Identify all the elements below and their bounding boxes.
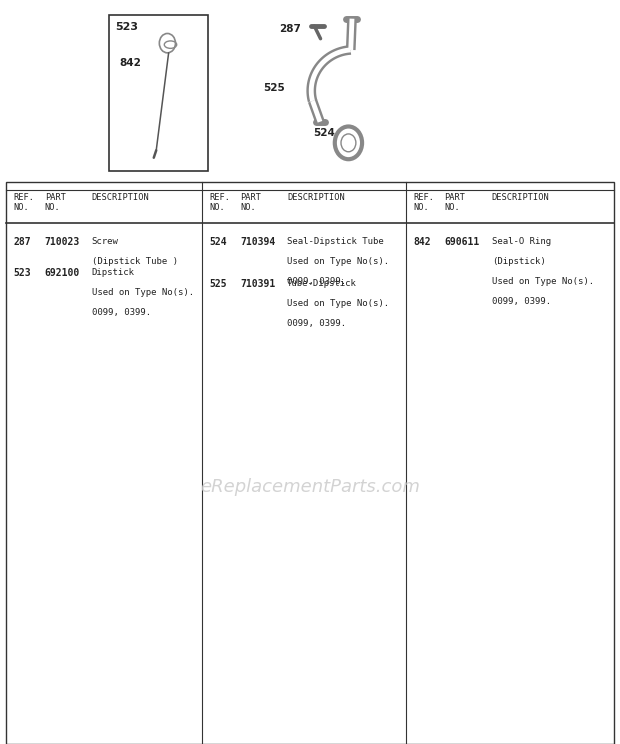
Text: 692100: 692100 — [45, 268, 80, 278]
Text: 0099, 0399.: 0099, 0399. — [492, 297, 551, 306]
Text: 524: 524 — [313, 128, 335, 138]
Text: 0099, 0399.: 0099, 0399. — [287, 319, 346, 328]
Text: 710391: 710391 — [240, 279, 275, 289]
Text: Tube-Dipstick: Tube-Dipstick — [287, 279, 357, 288]
Text: 0099, 0399.: 0099, 0399. — [92, 308, 151, 317]
Text: Used on Type No(s).: Used on Type No(s). — [92, 288, 194, 297]
Text: Used on Type No(s).: Used on Type No(s). — [492, 277, 594, 286]
Text: Used on Type No(s).: Used on Type No(s). — [287, 257, 389, 266]
Text: (Dipstick Tube ): (Dipstick Tube ) — [92, 257, 178, 266]
Text: 842: 842 — [414, 237, 431, 246]
Text: 287: 287 — [14, 237, 31, 246]
Text: DESCRIPTION: DESCRIPTION — [92, 193, 149, 202]
Text: REF.
NO.: REF. NO. — [414, 193, 435, 212]
Text: Dipstick: Dipstick — [92, 268, 135, 277]
Text: 523: 523 — [14, 268, 31, 278]
Text: Screw: Screw — [92, 237, 118, 246]
Text: 690611: 690611 — [445, 237, 480, 246]
Text: 710023: 710023 — [45, 237, 80, 246]
Text: 842: 842 — [120, 58, 141, 68]
Text: Used on Type No(s).: Used on Type No(s). — [287, 299, 389, 308]
Text: 523: 523 — [115, 22, 138, 32]
Text: REF.
NO.: REF. NO. — [14, 193, 35, 212]
Text: 525: 525 — [264, 83, 285, 93]
Text: eReplacementParts.com: eReplacementParts.com — [200, 478, 420, 496]
Text: (Dipstick): (Dipstick) — [492, 257, 546, 266]
Bar — [6, 182, 614, 744]
Text: 287: 287 — [279, 24, 301, 33]
Text: DESCRIPTION: DESCRIPTION — [492, 193, 549, 202]
Text: 0099, 0399.: 0099, 0399. — [287, 277, 346, 286]
Bar — [108, 15, 208, 171]
Text: Seal-O Ring: Seal-O Ring — [492, 237, 551, 246]
Text: Seal-Dipstick Tube: Seal-Dipstick Tube — [287, 237, 384, 246]
Text: PART
NO.: PART NO. — [45, 193, 66, 212]
Text: DESCRIPTION: DESCRIPTION — [287, 193, 345, 202]
Text: PART
NO.: PART NO. — [445, 193, 466, 212]
Text: PART
NO.: PART NO. — [240, 193, 261, 212]
Text: 524: 524 — [209, 237, 226, 246]
Text: 525: 525 — [209, 279, 226, 289]
Text: REF.
NO.: REF. NO. — [209, 193, 230, 212]
Text: 710394: 710394 — [240, 237, 275, 246]
